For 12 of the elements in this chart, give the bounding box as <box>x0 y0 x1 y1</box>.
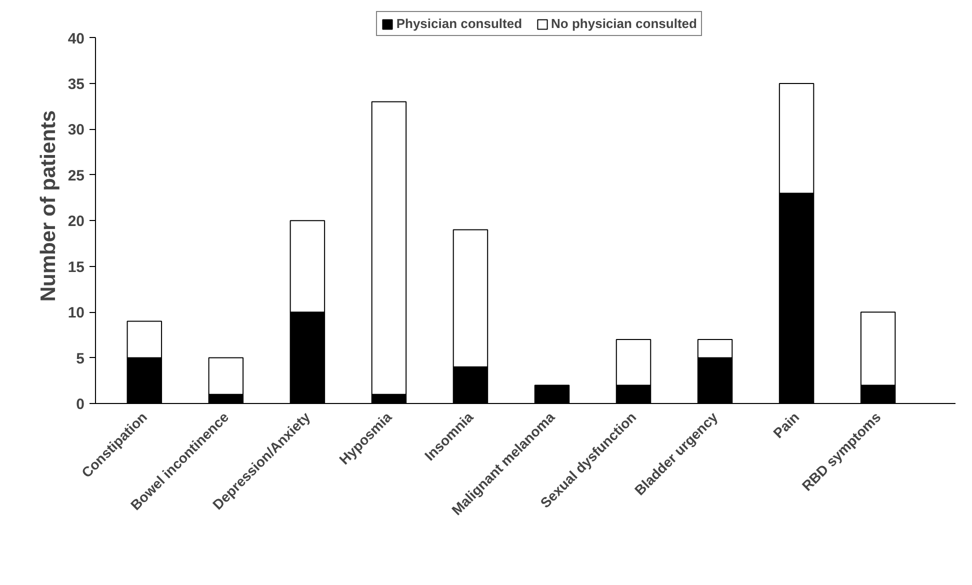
y-tick-label: 5 <box>76 350 84 368</box>
y-tick-label: 30 <box>68 122 85 139</box>
y-axis-title: Number of patients <box>36 110 60 302</box>
y-tick-label: 35 <box>68 76 85 93</box>
legend-label: No physician consulted <box>551 16 697 31</box>
y-tick-label: 0 <box>76 396 84 413</box>
legend-label: Physician consulted <box>396 16 522 31</box>
y-tick-label: 25 <box>68 167 85 184</box>
y-tick-label: 40 <box>68 30 85 48</box>
y-tick-label: 10 <box>68 304 85 322</box>
y-tick-label: 20 <box>68 213 85 230</box>
y-tick-label: 15 <box>68 258 85 276</box>
